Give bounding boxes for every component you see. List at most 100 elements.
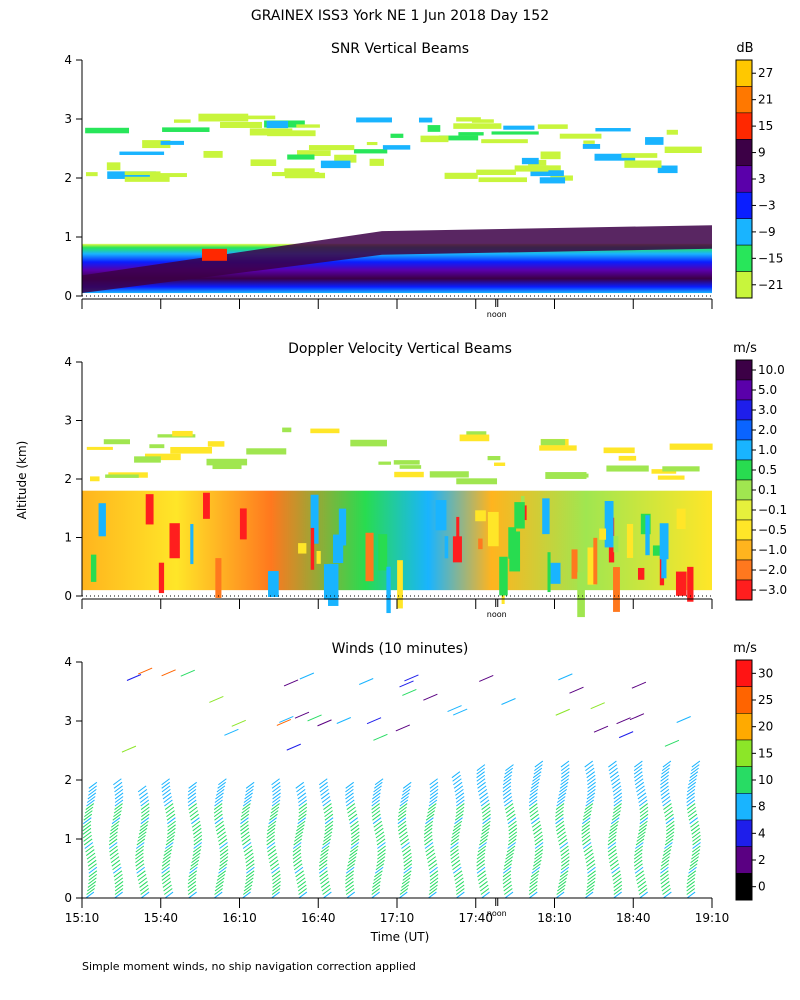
wind-barb	[502, 785, 512, 793]
wind-barb	[219, 842, 228, 849]
wind-barb	[608, 831, 617, 839]
wind-barb	[187, 877, 197, 885]
wind-barb	[193, 831, 202, 839]
wind-barb	[687, 870, 697, 878]
wind-barb	[686, 877, 696, 885]
wind-barb	[187, 881, 197, 888]
wind-barb	[556, 796, 566, 803]
wind-barb	[665, 835, 674, 842]
wind-barb	[556, 827, 566, 835]
wind-barb	[163, 884, 172, 892]
doppler-cell	[637, 567, 645, 580]
wind-barb	[425, 817, 434, 825]
wind-barb	[664, 842, 673, 849]
snr-upper-echo	[334, 154, 357, 163]
wind-barb	[108, 835, 118, 842]
wind-barb	[560, 760, 570, 768]
wind-barb	[214, 817, 224, 825]
wind-barb	[531, 778, 541, 786]
wind-barb	[429, 785, 439, 793]
wind-barb	[244, 852, 254, 860]
colorbar-swatch	[735, 218, 753, 246]
wind-barb	[402, 870, 412, 878]
wind-barb	[88, 873, 98, 881]
wind-barb	[534, 838, 544, 846]
wind-barb	[267, 824, 276, 832]
wind-barb	[320, 877, 329, 885]
wind-barb	[324, 810, 333, 818]
wind-barb	[403, 859, 413, 867]
wind-barb-column	[476, 764, 491, 899]
wind-barb	[164, 891, 174, 899]
wind-barb-upper	[121, 745, 137, 753]
wind-barb	[557, 881, 567, 888]
snr-upper-echo	[203, 150, 223, 158]
wind-barb	[377, 842, 386, 849]
wind-barb	[456, 888, 465, 895]
wind-barb	[454, 873, 464, 881]
wind-barb	[480, 796, 489, 803]
wind-barb	[691, 827, 701, 835]
wind-barb	[638, 799, 648, 807]
wind-barb	[613, 788, 622, 796]
wind-barb	[292, 845, 302, 853]
wind-barb	[111, 859, 121, 867]
wind-barb	[688, 813, 698, 821]
wind-barb	[532, 863, 541, 871]
snr-upper-echo	[594, 153, 636, 161]
wind-barb	[216, 785, 226, 793]
snr-upper-echo	[284, 168, 315, 173]
wind-barb	[215, 877, 225, 885]
doppler-cell	[378, 534, 388, 571]
wind-barb	[403, 866, 412, 874]
wind-barb	[507, 838, 517, 846]
wind-barb	[398, 803, 408, 810]
wind-barb	[507, 817, 517, 825]
wind-barb	[322, 838, 331, 846]
wind-barb-column	[135, 785, 150, 899]
wind-barb	[192, 824, 202, 832]
wind-barb	[86, 852, 96, 860]
wind-barb	[585, 852, 594, 860]
x-tick-label: 15:40	[143, 911, 178, 925]
wind-barb	[450, 842, 459, 849]
wind-barb	[612, 873, 622, 881]
wind-barb	[582, 838, 591, 846]
wind-barb	[324, 813, 334, 821]
wind-barb	[87, 881, 97, 888]
wind-barb	[528, 888, 538, 895]
wind-barb-upper	[423, 693, 438, 701]
wind-barb	[292, 842, 302, 849]
x-axis-label: Time (UT)	[370, 930, 430, 944]
wind-barb	[217, 870, 227, 878]
wind-barb	[637, 827, 647, 835]
colorbar-swatch	[735, 579, 753, 601]
wind-barb	[529, 788, 539, 796]
doppler-upper-echo	[149, 444, 165, 449]
wind-barb	[477, 849, 486, 856]
wind-barb	[555, 803, 565, 810]
wind-barb	[481, 803, 490, 810]
wind-barb	[241, 806, 251, 814]
wind-barb	[560, 866, 570, 874]
wind-barb	[451, 771, 461, 779]
wind-barb	[372, 792, 381, 800]
wind-barb	[402, 785, 411, 793]
snr-upper-echo	[382, 145, 411, 150]
wind-barb	[298, 803, 308, 810]
wind-barb	[534, 849, 544, 856]
wind-barb	[587, 788, 596, 796]
wind-barb	[271, 888, 281, 895]
wind-barb	[529, 810, 539, 818]
colorbar-swatch	[735, 165, 753, 193]
wind-barb	[582, 817, 591, 825]
colorbar-label: 3.0	[758, 403, 777, 417]
doppler-upper-echo	[466, 431, 487, 436]
snr-upper-echo	[287, 154, 315, 160]
wind-barb	[324, 820, 334, 828]
wind-barb	[272, 877, 281, 885]
wind-barb	[533, 831, 543, 839]
wind-barb	[139, 881, 148, 888]
wind-barb	[586, 884, 595, 892]
wind-barb	[271, 778, 280, 786]
